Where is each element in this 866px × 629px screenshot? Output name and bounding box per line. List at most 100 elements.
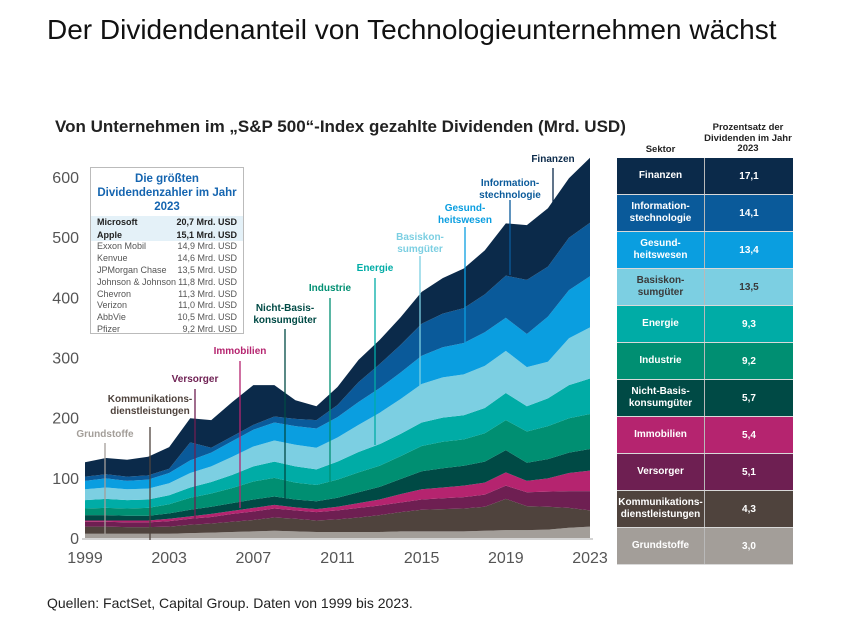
- sector-row: Gesund- heitswesen 13,4: [617, 232, 793, 269]
- annotation-label: Information-stechnologie: [479, 178, 541, 201]
- sector-name: Industrie: [617, 343, 705, 379]
- annotation-label: Kommunikations-dienstleistungen: [108, 394, 192, 417]
- top-payer-row: Kenvue 14,6 Mrd. USD: [91, 253, 243, 265]
- dividend-value: 14,9 Mrd. USD: [177, 241, 237, 251]
- dividend-value: 11,0 Mrd. USD: [178, 300, 237, 311]
- company-name: Apple: [97, 229, 123, 240]
- sector-table: Finanzen 17,1 Information- stechnologie 14,…: [617, 158, 793, 565]
- y-tick-label: 600: [52, 170, 79, 187]
- sector-percent: 5,7: [742, 392, 756, 404]
- area-kommunikations-dienstleistungen: [85, 498, 590, 534]
- annotation-label: Grundstoffe: [76, 429, 134, 440]
- y-tick-label: 0: [70, 531, 79, 548]
- sector-percent: 9,3: [742, 318, 756, 330]
- dividend-value: 15,1 Mrd. USD: [176, 229, 237, 240]
- sector-percent: 5,4: [742, 429, 756, 441]
- top-payer-row: Apple 15,1 Mrd. USD: [91, 228, 243, 241]
- sector-row: Finanzen 17,1: [617, 158, 793, 195]
- sector-row: Energie 9,3: [617, 306, 793, 343]
- dividend-value: 13,5 Mrd. USD: [177, 264, 237, 275]
- y-tick-label: 100: [52, 471, 79, 488]
- area-versorger: [85, 485, 590, 528]
- top-payer-row: Exxon Mobil 14,9 Mrd. USD: [91, 241, 243, 253]
- sector-row: Versorger 5,1: [617, 454, 793, 491]
- sector-row: Grundstoffe 3,0: [617, 528, 793, 565]
- top-payers-box: Die größten Dividendenzahler im Jahr 202…: [90, 167, 244, 334]
- sector-percent: 3,0: [742, 540, 756, 552]
- x-tick-label: 2019: [488, 550, 524, 567]
- annotation-label: Finanzen: [531, 154, 574, 165]
- table-header-sector: Sektor: [645, 144, 676, 155]
- dividend-value: 11,8 Mrd. USD: [178, 276, 237, 287]
- x-tick-label: 2011: [320, 550, 355, 567]
- y-tick-label: 300: [52, 351, 79, 368]
- source-note: Quellen: FactSet, Capital Group. Daten v…: [47, 595, 413, 611]
- sector-name: Finanzen: [617, 158, 705, 194]
- x-tick-label: 2003: [151, 550, 187, 567]
- area-nicht-basis-konsumgüter: [85, 448, 590, 521]
- annotation-label: Immobilien: [214, 346, 267, 357]
- x-tick-label: 2007: [236, 550, 272, 567]
- y-tick-label: 500: [52, 230, 79, 247]
- sector-percent: 13,5: [739, 281, 759, 293]
- x-tick-label: 2015: [404, 550, 440, 567]
- sector-name: Immobilien: [617, 417, 705, 453]
- company-name: Exxon Mobil: [97, 241, 147, 251]
- sector-percent: 14,1: [739, 207, 759, 219]
- top-payer-row: Verizon 11,0 Mrd. USD: [91, 300, 243, 312]
- sector-name: Energie: [617, 306, 705, 342]
- sector-row: Information- stechnologie 14,1: [617, 195, 793, 232]
- sector-percent: 13,4: [739, 244, 759, 256]
- y-tick-label: 200: [52, 411, 79, 428]
- sector-row: Kommunikations- dienstleistungen 4,3: [617, 491, 793, 528]
- sector-row: Industrie 9,2: [617, 343, 793, 380]
- company-name: JPMorgan Chase: [97, 264, 167, 275]
- top-payer-row: Pfizer 9,2 Mrd. USD: [91, 324, 243, 336]
- top-payer-row: JPMorgan Chase 13,5 Mrd. USD: [91, 265, 243, 277]
- dividend-value: 10,5 Mrd. USD: [177, 312, 237, 323]
- annotation-label: Industrie: [309, 283, 352, 294]
- company-name: AbbVie: [97, 312, 126, 323]
- sector-name: Gesund- heitswesen: [617, 232, 705, 268]
- company-name: Kenvue: [97, 252, 128, 263]
- annotation-label: Nicht-Basis-konsumgüter: [253, 303, 316, 326]
- page-title: Der Dividendenanteil von Technologieunte…: [47, 14, 777, 45]
- top-payers-title: Die größten Dividendenzahler im Jahr 202…: [97, 173, 237, 213]
- annotation-label: Versorger: [172, 374, 219, 385]
- y-tick-label: 400: [52, 290, 79, 307]
- dividend-value: 11,3 Mrd. USD: [178, 288, 237, 299]
- sector-row: Basiskon- sumgüter 13,5: [617, 269, 793, 306]
- sector-name: Versorger: [617, 454, 705, 490]
- x-tick-label: 1999: [67, 550, 103, 567]
- company-name: Pfizer: [97, 324, 121, 335]
- sector-percent: 9,2: [742, 355, 756, 367]
- annotation-label: Basiskon-sumgüter: [396, 232, 444, 255]
- company-name: Chevron: [97, 288, 132, 299]
- company-name: Verizon: [97, 300, 128, 311]
- sector-row: Immobilien 5,4: [617, 417, 793, 454]
- annotation-label: Energie: [357, 263, 394, 274]
- sector-row: Nicht-Basis- konsumgüter 5,7: [617, 380, 793, 417]
- sector-name: Information- stechnologie: [617, 195, 705, 231]
- top-payer-row: Johnson & Johnson 11,8 Mrd. USD: [91, 277, 243, 289]
- sector-percent: 5,1: [742, 466, 756, 478]
- sector-name: Kommunikations- dienstleistungen: [617, 491, 705, 527]
- chart-title: Von Unternehmen im „S&P 500“-Index gezah…: [55, 117, 626, 136]
- sector-name: Nicht-Basis- konsumgüter: [617, 380, 705, 416]
- annotation-label: Gesund-heitswesen: [438, 203, 492, 226]
- sector-percent: 4,3: [742, 503, 756, 515]
- table-header-percent: Prozentsatz der Dividenden im Jahr 2023: [704, 122, 792, 154]
- top-payer-row: Microsoft 20,7 Mrd. USD: [91, 216, 243, 229]
- dividend-value: 14,6 Mrd. USD: [177, 252, 237, 263]
- top-payer-row: Chevron 11,3 Mrd. USD: [91, 289, 243, 301]
- top-payer-row: AbbVie 10,5 Mrd. USD: [91, 312, 243, 324]
- sector-percent: 17,1: [739, 170, 759, 182]
- x-tick-label: 2023: [572, 550, 608, 567]
- dividend-value: 20,7 Mrd. USD: [176, 217, 237, 227]
- area-grundstoffe: [85, 526, 590, 538]
- area-industrie: [85, 414, 590, 516]
- dividend-value: 9,2 Mrd. USD: [182, 324, 237, 335]
- sector-name: Grundstoffe: [617, 528, 705, 564]
